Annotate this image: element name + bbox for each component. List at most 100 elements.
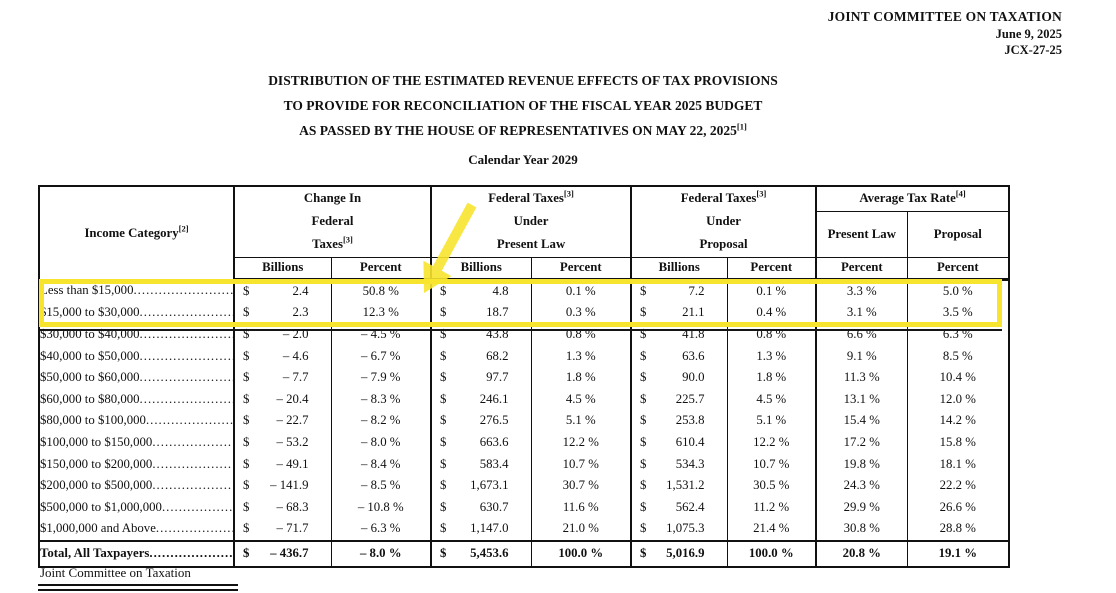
change-billions-cell: $ – 20.4 [233,388,331,411]
change-billions-cell: $ – 71.7 [233,518,331,541]
dollar-sign: $ [243,326,250,341]
change-in-federal-taxes-header: Change In Federal Taxes[3] [233,186,431,257]
rate-proposal-cell: 8.5 % [906,345,1010,367]
proposal-billions-cell: $21.1 [630,302,728,324]
rate-present-law-cell: 19.8 % [815,453,908,475]
income-category-cell: $150,000 to $200,000 [39,453,234,475]
rate-proposal-cell: 14.2 % [906,410,1010,432]
proposal-percent-cell: 30.5 % [726,474,817,497]
rate-proposal-cell: 12.0 % [906,388,1010,411]
rate-proposal-cell: 5.0 % [906,279,1010,303]
present-law-billions-cell: $97.7 [430,366,531,389]
dollar-sign: $ [440,348,447,363]
dollar-sign: $ [640,326,647,341]
present-law-percent-cell: 4.5 % [530,388,632,411]
dollar-sign: $ [640,456,647,471]
present-law-billions-cell: $246.1 [430,388,531,411]
proposal-percent-cell: 100.0 % [726,539,817,567]
change-percent-cell: 12.3 % [330,302,431,324]
proposal-percent-cell: 10.7 % [726,453,817,475]
change-percent-cell: – 10.8 % [330,496,431,519]
proposal-billions-cell: $1,531.2 [630,474,728,497]
dollar-sign: $ [440,521,447,536]
rate-proposal-cell: 28.8 % [906,518,1010,541]
income-category-cell: $80,000 to $100,000 [39,410,234,432]
income-category-cell: $15,000 to $30,000 [39,302,234,324]
present-law-billions-cell: $18.7 [430,302,531,324]
proposal-billions-cell: $1,075.3 [630,518,728,541]
dollar-sign: $ [243,305,250,320]
federal-taxes-present-law-header: Federal Taxes[3] Under Present Law [429,186,632,257]
highlight-underline-annotation [40,329,1002,331]
proposal-billions-cell: $534.3 [630,453,728,475]
dollar-sign: $ [440,478,447,493]
subheader-percent: Percent [726,256,817,281]
rate-present-law-cell: 29.9 % [815,496,908,519]
present-law-billions-cell: $1,673.1 [430,474,531,497]
proposal-billions-cell: $7.2 [630,279,728,303]
income-category-cell: Total, All Taxpayers [39,539,234,567]
dollar-sign: $ [640,283,647,298]
change-billions-cell: $2.4 [233,279,331,303]
total-row: Total, All Taxpayers$– 436.7– 8.0 %$5,45… [39,539,1010,567]
title-line-1: DISTRIBUTION OF THE ESTIMATED REVENUE EF… [268,73,778,88]
federal-taxes-proposal-header: Federal Taxes[3] Under Proposal [630,186,817,257]
dollar-sign: $ [640,305,647,320]
income-category-cell: $100,000 to $150,000 [39,432,234,454]
dollar-sign: $ [243,521,250,536]
subheader-percent: Percent [906,256,1010,281]
rate-proposal-cell: 18.1 % [906,453,1010,475]
dollar-sign: $ [640,391,647,406]
dollar-sign: $ [640,348,647,363]
present-law-percent-cell: 10.7 % [530,453,632,475]
letterhead: JOINT COMMITTEE ON TAXATION June 9, 2025… [828,8,1062,58]
present-law-billions-cell: $68.2 [430,345,531,367]
subheader-percent: Percent [815,256,908,281]
rate-present-law-cell: 20.8 % [815,539,908,567]
proposal-billions-cell: $562.4 [630,496,728,519]
subheader-billions: Billions [233,256,331,281]
dollar-sign: $ [440,434,447,449]
rate-proposal-cell: 19.1 % [906,539,1010,567]
proposal-billions-cell: $253.8 [630,410,728,432]
dollar-sign: $ [243,283,250,298]
dollar-sign: $ [243,413,250,428]
table-row: $1,000,000 and Above$– 71.7– 6.3 %$1,147… [39,518,1010,541]
dollar-sign: $ [640,478,647,493]
income-category-cell: Less than $15,000 [39,279,234,302]
proposal-billions-cell: $225.7 [630,388,728,411]
income-category-cell: $50,000 to $60,000 [39,367,234,389]
subheader-billions: Billions [430,256,531,281]
dollar-sign: $ [640,434,647,449]
dollar-sign: $ [243,456,250,471]
rate-present-law-cell: 17.2 % [815,431,908,454]
proposal-billions-cell: $63.6 [630,345,728,367]
table-row: $100,000 to $150,000$– 53.2– 8.0 %$663.6… [39,431,1010,454]
document-date: June 9, 2025 [995,27,1062,41]
change-billions-cell: $ – 4.6 [233,345,331,367]
present-law-percent-cell: 5.1 % [530,410,632,432]
rate-present-law-cell: 3.1 % [815,302,908,324]
proposal-percent-cell: 1.3 % [726,345,817,367]
change-billions-cell: $ – 49.1 [233,453,331,475]
rate-present-law-cell: 24.3 % [815,474,908,497]
dollar-sign: $ [243,370,250,385]
change-billions-cell: $2.3 [233,302,331,324]
proposal-percent-cell: 21.4 % [726,518,817,541]
rate-proposal-cell: 15.8 % [906,431,1010,454]
proposal-billions-cell: $90.0 [630,366,728,389]
dollar-sign: $ [640,521,647,536]
change-percent-cell: – 8.3 % [330,388,431,411]
subheader-billions: Billions [630,256,728,281]
dollar-sign: $ [640,499,647,514]
subheader-percent: Percent [330,256,431,281]
dollar-sign: $ [243,348,250,363]
proposal-percent-cell: 12.2 % [726,431,817,454]
rate-proposal-cell: 3.5 % [906,302,1010,324]
rate-present-law-header: Present Law [815,211,908,257]
change-percent-cell: – 8.5 % [330,474,431,497]
dollar-sign: $ [243,391,250,406]
rate-present-law-cell: 11.3 % [815,366,908,389]
income-category-cell: $40,000 to $50,000 [39,345,234,367]
income-category-header: Income Category[2] [84,223,189,240]
